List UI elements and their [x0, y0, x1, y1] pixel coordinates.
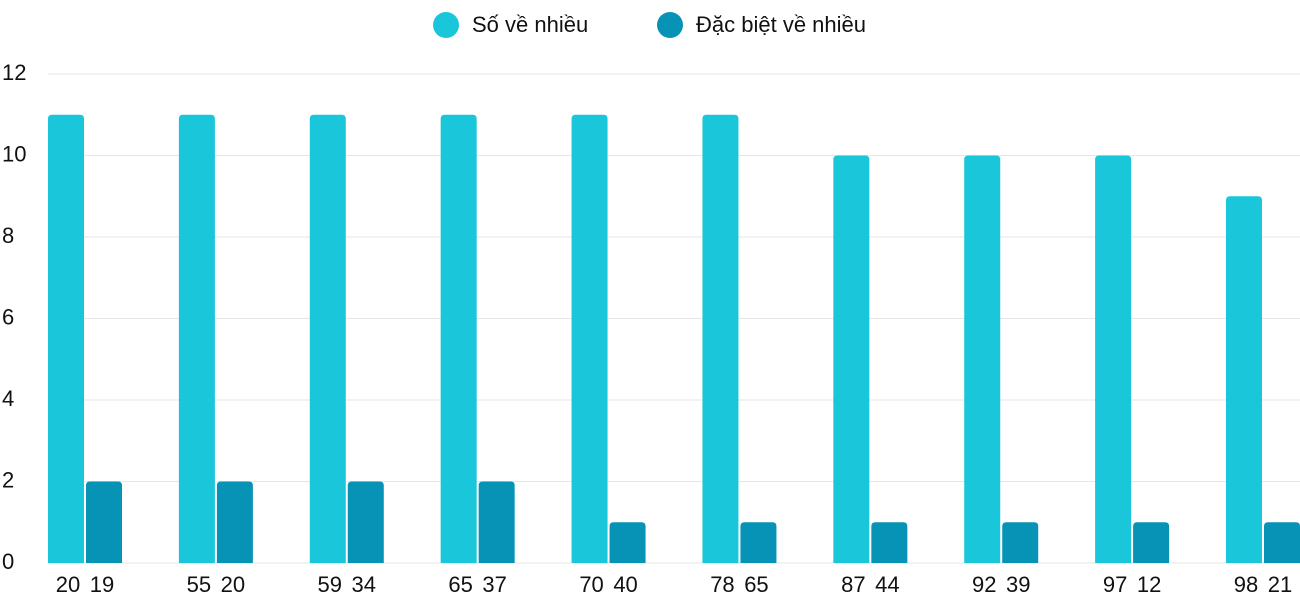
- y-tick-label: 2: [2, 467, 14, 492]
- bar: [1002, 522, 1039, 563]
- bar: [178, 114, 215, 563]
- y-tick-label: 10: [2, 141, 26, 166]
- bar: [609, 522, 646, 563]
- x-tick-label: 65: [448, 572, 472, 597]
- x-tick-label: 70: [579, 572, 603, 597]
- legend-marker: [657, 12, 683, 38]
- bar: [48, 114, 84, 563]
- x-tick-label: 98: [1234, 572, 1258, 597]
- legend-label: Số về nhiều: [472, 12, 588, 37]
- bar: [1226, 196, 1262, 563]
- x-tick-label: 12: [1137, 572, 1161, 597]
- bar: [478, 481, 515, 563]
- bar: [1133, 522, 1170, 563]
- y-tick-label: 12: [2, 60, 26, 85]
- x-tick-label: 34: [352, 572, 376, 597]
- x-tick-label: 65: [744, 572, 768, 597]
- bar: [1264, 522, 1300, 563]
- legend-marker: [433, 12, 459, 38]
- y-tick-label: 0: [2, 549, 14, 574]
- y-tick-label: 8: [2, 223, 14, 248]
- bar: [347, 481, 384, 563]
- x-tick-label: 59: [318, 572, 342, 597]
- legend-label: Đặc biệt về nhiều: [696, 12, 866, 37]
- x-tick-label: 87: [841, 572, 865, 597]
- x-tick-label: 92: [972, 572, 996, 597]
- x-tick-label: 78: [710, 572, 734, 597]
- x-tick-label: 55: [187, 572, 211, 597]
- x-tick-label: 20: [221, 572, 245, 597]
- y-tick-label: 4: [2, 386, 14, 411]
- bar: [216, 481, 253, 563]
- bar: [702, 114, 739, 563]
- bar: [1095, 155, 1132, 563]
- bar: [833, 155, 870, 563]
- x-tick-label: 44: [875, 572, 899, 597]
- bar: [740, 522, 777, 563]
- x-tick-label: 37: [482, 572, 506, 597]
- bar: [871, 522, 908, 563]
- x-tick-label: 20: [56, 572, 80, 597]
- y-tick-label: 6: [2, 304, 14, 329]
- bar: [440, 114, 477, 563]
- bar: [964, 155, 1001, 563]
- x-tick-label: 40: [613, 572, 637, 597]
- bar: [86, 481, 122, 563]
- x-tick-label: 39: [1006, 572, 1030, 597]
- bar: [309, 114, 346, 563]
- x-tick-label: 21: [1268, 572, 1292, 597]
- x-tick-label: 97: [1103, 572, 1127, 597]
- bar: [571, 114, 608, 563]
- x-tick-label: 19: [90, 572, 114, 597]
